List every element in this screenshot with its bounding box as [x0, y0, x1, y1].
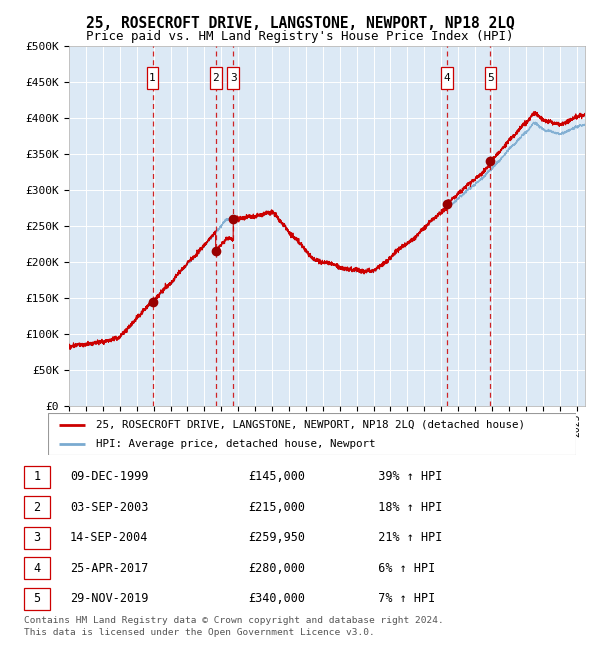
Text: Price paid vs. HM Land Registry's House Price Index (HPI): Price paid vs. HM Land Registry's House …	[86, 30, 514, 43]
Text: £280,000: £280,000	[248, 562, 305, 575]
FancyBboxPatch shape	[24, 497, 50, 518]
FancyBboxPatch shape	[24, 588, 50, 610]
FancyBboxPatch shape	[24, 466, 50, 488]
FancyBboxPatch shape	[210, 67, 221, 89]
FancyBboxPatch shape	[24, 558, 50, 579]
FancyBboxPatch shape	[485, 67, 496, 89]
Text: 4: 4	[443, 73, 450, 83]
Text: 3: 3	[33, 532, 40, 545]
Text: 39% ↑ HPI: 39% ↑ HPI	[364, 471, 442, 484]
Text: 25, ROSECROFT DRIVE, LANGSTONE, NEWPORT, NP18 2LQ: 25, ROSECROFT DRIVE, LANGSTONE, NEWPORT,…	[86, 16, 514, 31]
Text: 4: 4	[33, 562, 40, 575]
Text: £215,000: £215,000	[248, 500, 305, 514]
Text: 21% ↑ HPI: 21% ↑ HPI	[364, 532, 442, 545]
Text: £259,950: £259,950	[248, 532, 305, 545]
Text: 1: 1	[149, 73, 156, 83]
Text: 09-DEC-1999: 09-DEC-1999	[70, 471, 148, 484]
Text: HPI: Average price, detached house, Newport: HPI: Average price, detached house, Newp…	[95, 439, 375, 449]
Text: 2: 2	[33, 500, 40, 514]
Text: 6% ↑ HPI: 6% ↑ HPI	[364, 562, 435, 575]
Text: 25-APR-2017: 25-APR-2017	[70, 562, 148, 575]
Text: 1: 1	[33, 471, 40, 484]
Text: £340,000: £340,000	[248, 593, 305, 606]
Text: 18% ↑ HPI: 18% ↑ HPI	[364, 500, 442, 514]
FancyBboxPatch shape	[24, 527, 50, 549]
Text: 29-NOV-2019: 29-NOV-2019	[70, 593, 148, 606]
Text: 25, ROSECROFT DRIVE, LANGSTONE, NEWPORT, NP18 2LQ (detached house): 25, ROSECROFT DRIVE, LANGSTONE, NEWPORT,…	[95, 420, 524, 430]
Text: This data is licensed under the Open Government Licence v3.0.: This data is licensed under the Open Gov…	[24, 628, 375, 637]
Text: 5: 5	[487, 73, 494, 83]
Text: 5: 5	[33, 593, 40, 606]
Text: 14-SEP-2004: 14-SEP-2004	[70, 532, 148, 545]
Text: 2: 2	[212, 73, 219, 83]
Text: Contains HM Land Registry data © Crown copyright and database right 2024.: Contains HM Land Registry data © Crown c…	[24, 616, 444, 625]
FancyBboxPatch shape	[227, 67, 239, 89]
Text: £145,000: £145,000	[248, 471, 305, 484]
Text: 03-SEP-2003: 03-SEP-2003	[70, 500, 148, 514]
FancyBboxPatch shape	[146, 67, 158, 89]
FancyBboxPatch shape	[440, 67, 452, 89]
Text: 3: 3	[230, 73, 236, 83]
Text: 7% ↑ HPI: 7% ↑ HPI	[364, 593, 435, 606]
